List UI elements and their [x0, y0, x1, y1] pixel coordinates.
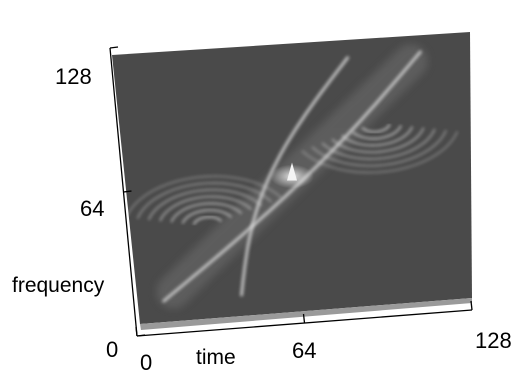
y-axis-label: frequency: [12, 274, 105, 297]
fringe-upper-0: [361, 123, 391, 133]
x-tick-label-64: 64: [292, 338, 316, 363]
fringe-lower-5: [136, 181, 272, 219]
fringe-upper-4: [321, 128, 436, 161]
y-tick-0: [136, 334, 146, 337]
y-tick-label-0: 0: [106, 337, 118, 362]
fringe-upper-6: [301, 131, 459, 174]
axis-ticks: [109, 46, 473, 337]
surface-features: [125, 44, 459, 309]
fringe-lower-4: [147, 188, 262, 221]
fringe-lower-1: [181, 209, 232, 224]
fringe-lower-0: [193, 215, 222, 225]
fringe-lower-3: [159, 195, 252, 222]
x-tick-128: [470, 300, 473, 311]
x-tick-label-0: 0: [140, 350, 152, 373]
fringe-upper-5: [311, 129, 447, 167]
y-tick-128: [109, 46, 119, 49]
x-tick-64: [302, 313, 306, 324]
y-tick-label-64: 64: [80, 196, 104, 221]
chirp-ridge-2: [240, 56, 350, 297]
fringe-upper-2: [341, 126, 414, 147]
fringe-upper-3: [331, 127, 425, 154]
y-tick-64: [123, 190, 132, 193]
fringe-upper-1: [351, 125, 402, 140]
y-tick-label-128: 128: [55, 64, 92, 89]
fringe-lower-6: [125, 175, 282, 218]
x-tick-label-128: 128: [475, 328, 512, 353]
x-axis-label: time: [196, 346, 236, 369]
fringe-lower-2: [170, 202, 242, 223]
central-peak: [287, 162, 297, 181]
x-tick-0: [135, 326, 138, 337]
